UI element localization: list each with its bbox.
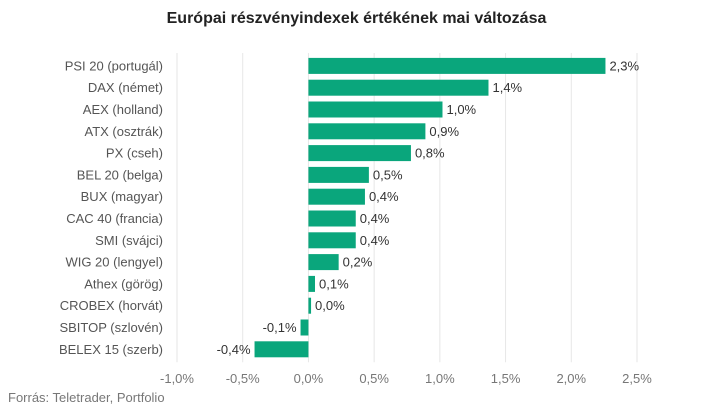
category-label: ATX (osztrák) [85,124,164,139]
data-label: 0,1% [319,276,349,291]
bar [254,341,309,358]
category-label: PX (cseh) [106,146,163,161]
data-label: 0,4% [360,233,390,248]
category-label: SMI (svájci) [95,233,163,248]
category-label: SBITOP (szlovén) [59,320,163,335]
x-tick-label: -1,0% [160,371,194,386]
x-tick-label: 2,0% [556,371,586,386]
x-tick-label: 0,5% [359,371,389,386]
data-label: 0,0% [315,298,345,313]
category-label: BELEX 15 (szerb) [59,342,163,357]
bar [308,145,411,162]
x-tick-label: 0,0% [294,371,324,386]
category-label: BUX (magyar) [81,189,163,204]
source-note: Forrás: Teletrader, Portfolio [8,390,165,405]
data-label: 0,5% [373,167,403,182]
bar [308,254,339,271]
bar [300,319,309,336]
bar [308,123,426,140]
data-label: 0,2% [343,255,373,270]
x-tick-label: 1,5% [491,371,521,386]
bar [308,166,369,183]
chart-title: Európai részvényindexek értékének mai vá… [166,10,547,27]
data-label: 0,9% [429,124,459,139]
x-tick-label: 1,0% [425,371,455,386]
category-label: BEL 20 (belga) [77,167,163,182]
data-label: 2,3% [609,58,639,73]
data-label: 1,0% [446,102,476,117]
category-label: PSI 20 (portugál) [65,58,163,73]
category-label: WIG 20 (lengyel) [65,255,163,270]
x-tick-label: -0,5% [226,371,260,386]
bar [308,57,606,74]
category-label: Athex (görög) [84,276,163,291]
bar [308,101,443,118]
bar [308,275,315,292]
data-label: -0,4% [217,342,251,357]
data-label: 0,8% [415,146,445,161]
data-label: 0,4% [369,189,399,204]
data-label: -0,1% [263,320,297,335]
category-label: AEX (holland) [83,102,163,117]
category-label: CAC 40 (francia) [66,211,163,226]
bar [308,210,356,227]
data-label: 0,4% [360,211,390,226]
category-label: CROBEX (horvát) [60,298,163,313]
data-label: 1,4% [492,80,522,95]
bar [308,232,356,249]
x-tick-label: 2,5% [622,371,652,386]
bar [308,188,365,205]
category-label: DAX (német) [88,80,163,95]
bar [308,79,489,96]
bar [308,297,312,314]
